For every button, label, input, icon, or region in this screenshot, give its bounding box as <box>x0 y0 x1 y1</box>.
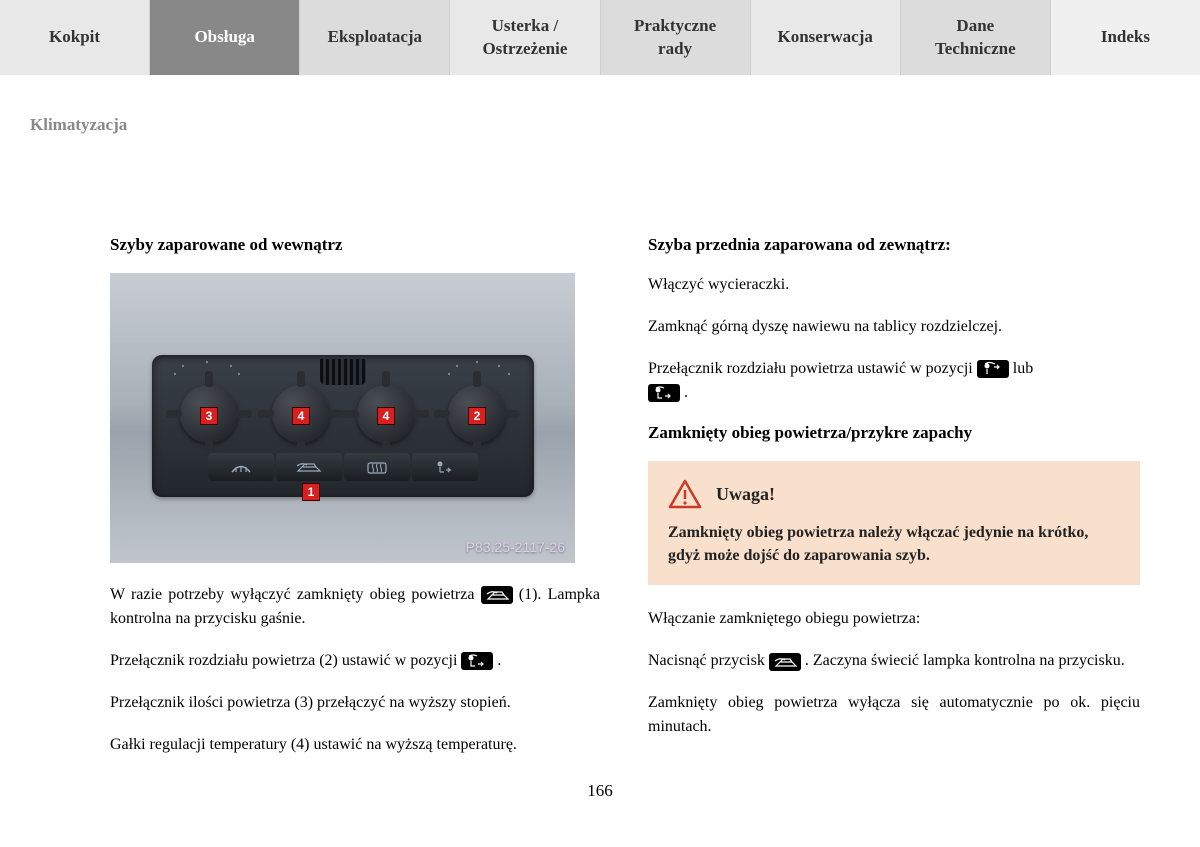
tab-5[interactable]: Konserwacja <box>751 0 901 75</box>
page-content: Szyby zaparowane od wewnątrz 3 4 4 <box>0 75 1200 775</box>
tab-4[interactable]: Praktycznerady <box>601 0 751 75</box>
temperature-knob-right: 4 <box>357 385 415 443</box>
left-p2b: . <box>497 652 501 669</box>
tab-1[interactable]: Obsługa <box>150 0 300 75</box>
rear-defrost-button <box>344 453 410 481</box>
footwell-button <box>412 453 478 481</box>
callout-2: 2 <box>468 407 486 425</box>
callout-4a: 4 <box>292 407 310 425</box>
warning-body: Zamknięty obieg powietrza należy włączać… <box>668 521 1120 567</box>
left-p1: W razie potrzeby wyłączyć zamknięty obie… <box>110 583 600 631</box>
recirculation-icon <box>481 586 513 604</box>
defrost-footwell-icon-2 <box>648 384 680 402</box>
airflow-volume-knob: 3 <box>180 385 238 443</box>
recirculation-button <box>276 453 342 481</box>
right-p6: Zamknięty obieg powietrza wyłącza się au… <box>648 691 1140 739</box>
tab-7[interactable]: Indeks <box>1051 0 1200 75</box>
air-distribution-knob: 2 <box>448 385 506 443</box>
right-p4: Włączanie zamkniętego obiegu powietrza: <box>648 607 1140 631</box>
nav-tabs: KokpitObsługaEksploatacjaUsterka /Ostrze… <box>0 0 1200 75</box>
climate-panel-image: 3 4 4 2 <box>110 273 575 563</box>
warning-title: Uwaga! <box>716 484 775 505</box>
right-p5a: Nacisnąć przycisk <box>648 652 769 669</box>
right-p1: Włączyć wycieraczki. <box>648 273 1140 297</box>
right-p3a: Przełącznik rozdziału powietrza ustawić … <box>648 360 977 377</box>
right-heading2: Zamknięty obieg powietrza/przykre zapach… <box>648 423 1140 443</box>
callout-1: 1 <box>302 483 320 501</box>
right-p3c: . <box>684 384 688 401</box>
left-column: Szyby zaparowane od wewnątrz 3 4 4 <box>110 235 600 775</box>
defrost-button <box>208 453 274 481</box>
defrost-footwell-icon <box>461 652 493 670</box>
warning-box: Uwaga! Zamknięty obieg powietrza należy … <box>648 461 1140 585</box>
tab-3[interactable]: Usterka /Ostrzeżenie <box>450 0 600 75</box>
left-p4: Gałki regulacji temperatury (4) ustawić … <box>110 733 600 757</box>
page-number: 166 <box>0 781 1200 801</box>
right-p2: Zamknąć górną dyszę nawiewu na tablicy r… <box>648 315 1140 339</box>
image-code: P83.25-2117-26 <box>466 539 565 555</box>
tab-6[interactable]: DaneTechniczne <box>901 0 1051 75</box>
left-p2: Przełącznik rozdziału powietrza (2) usta… <box>110 649 600 673</box>
right-p3b: lub <box>1013 360 1033 377</box>
right-column: Szyba przednia zaparowana od zewnątrz: W… <box>648 235 1140 775</box>
warning-triangle-icon <box>668 479 702 509</box>
right-heading1: Szyba przednia zaparowana od zewnątrz: <box>648 235 1140 255</box>
left-p1a: W razie potrzeby wyłączyć zamknięty obie… <box>110 586 481 603</box>
right-p5: Nacisnąć przycisk . Zaczyna świecić lamp… <box>648 649 1140 673</box>
center-vent <box>320 359 366 385</box>
tab-0[interactable]: Kokpit <box>0 0 150 75</box>
section-label: Klimatyzacja <box>30 115 127 135</box>
left-p3: Przełącznik ilości powietrza (3) przełąc… <box>110 691 600 715</box>
right-p3: Przełącznik rozdziału powietrza ustawić … <box>648 357 1140 405</box>
left-p2a: Przełącznik rozdziału powietrza (2) usta… <box>110 652 461 669</box>
recirculation-icon-2 <box>769 653 801 671</box>
callout-4b: 4 <box>377 407 395 425</box>
tab-2[interactable]: Eksploatacja <box>300 0 450 75</box>
left-heading: Szyby zaparowane od wewnątrz <box>110 235 600 255</box>
defrost-icon <box>977 360 1009 378</box>
right-p5b: . Zaczyna świecić lampka kontrolna na pr… <box>805 652 1125 669</box>
callout-3: 3 <box>200 407 218 425</box>
temperature-knob-left: 4 <box>272 385 330 443</box>
button-row <box>208 453 478 481</box>
